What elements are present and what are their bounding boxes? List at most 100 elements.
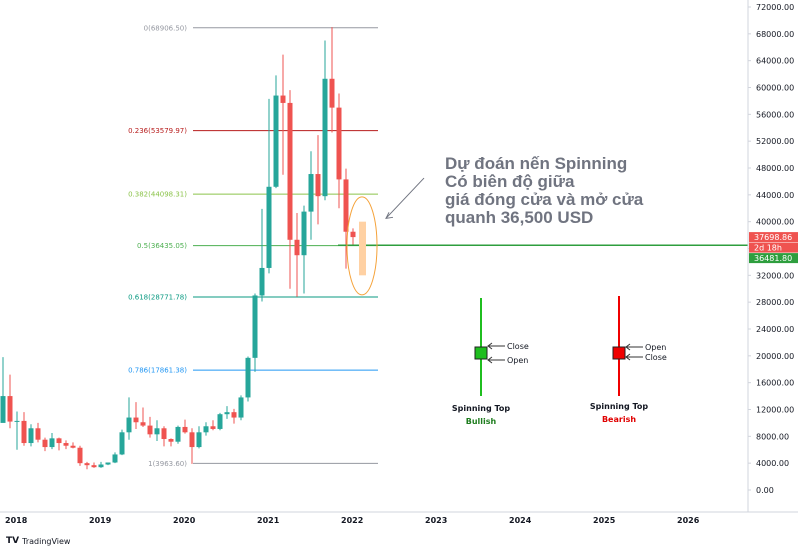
price-axis[interactable]: 72000.00 68000.00 64000.00 60000.00 56000.00…	[747, 0, 798, 512]
candle-body[interactable]	[112, 454, 118, 463]
price-tick-label: 28000.00	[756, 298, 794, 307]
candle-body[interactable]	[77, 447, 83, 464]
annotation-line-2: Có biên độ giữa	[445, 172, 575, 191]
candle-body[interactable]	[70, 445, 76, 448]
legend-pointer-head	[487, 356, 493, 364]
candle-body[interactable]	[287, 102, 293, 240]
candle-body[interactable]	[91, 465, 97, 468]
candle-body[interactable]	[294, 239, 300, 256]
candle-body[interactable]	[168, 439, 174, 442]
legend-pointer-head	[487, 342, 493, 350]
candle-body[interactable]	[301, 211, 307, 256]
candle-body[interactable]	[98, 464, 104, 468]
candle-body[interactable]	[175, 426, 181, 442]
candle-body[interactable]	[238, 397, 244, 418]
legend-candle-body	[474, 346, 488, 360]
fibonacci-levels[interactable]: 0(68906.50) 0.236(53579.97) 0.382(44098.31…	[128, 24, 378, 468]
tradingview-brand[interactable]: TV TradingView	[6, 536, 70, 546]
fib-level-label: 0.5(36435.05)	[137, 242, 187, 250]
candle-body[interactable]	[126, 417, 132, 433]
candle-body[interactable]	[42, 439, 48, 448]
candlesticks[interactable]	[0, 27, 356, 470]
candle-body[interactable]	[280, 95, 286, 103]
prediction-annotation: Dự đoán nến Spinning Có biên độ giữa giá…	[445, 154, 644, 227]
candle-body[interactable]	[329, 78, 335, 108]
legend-pointer-label: Open	[507, 356, 528, 365]
candle-body[interactable]	[252, 295, 258, 358]
legend-subtitle: Bearish	[602, 415, 636, 424]
candle-body[interactable]	[21, 420, 27, 444]
candle-body[interactable]	[308, 174, 314, 212]
legend-pointer-head	[625, 343, 631, 351]
candle-body[interactable]	[259, 267, 265, 296]
time-tick-label: 2023	[425, 516, 447, 525]
fib-level-label: 0.382(44098.31)	[128, 191, 187, 199]
candle-body[interactable]	[196, 432, 202, 448]
fib-level-label: 0(68906.50)	[144, 24, 188, 32]
price-tick-label: 32000.00	[756, 271, 794, 280]
candle-body[interactable]	[147, 425, 153, 435]
candle-body[interactable]	[49, 438, 55, 448]
candle-body[interactable]	[322, 78, 328, 197]
candle-body[interactable]	[84, 463, 90, 466]
candle-body[interactable]	[35, 428, 41, 440]
candle-body[interactable]	[56, 438, 62, 444]
time-tick-label: 2025	[593, 516, 616, 525]
legend-title: Spinning Top	[452, 404, 510, 413]
candle-body[interactable]	[28, 428, 34, 444]
candle-body[interactable]	[133, 417, 139, 423]
candle-body[interactable]	[182, 426, 188, 433]
price-tick-label: 60000.00	[756, 84, 794, 93]
legend-pointer-head	[625, 353, 631, 361]
candle-body[interactable]	[7, 396, 13, 422]
candle-body[interactable]	[119, 432, 125, 455]
time-tick-label: 2024	[509, 516, 532, 525]
candle-body[interactable]	[343, 179, 349, 232]
candle-body[interactable]	[266, 186, 272, 268]
price-tick-label: 12000.00	[756, 406, 794, 415]
candle-body[interactable]	[189, 432, 195, 448]
price-tag-label: 37698.86	[754, 233, 792, 242]
candle-body[interactable]	[140, 422, 146, 426]
candle-body[interactable]	[161, 428, 167, 440]
time-tick-label: 2022	[341, 516, 363, 525]
price-tick-label: 72000.00	[756, 3, 794, 12]
price-tag[interactable]	[749, 253, 798, 264]
time-tick-label: 2019	[89, 516, 112, 525]
prediction-overlay	[338, 177, 748, 296]
candle-body[interactable]	[336, 107, 342, 180]
annotation-arrow-head	[385, 212, 394, 219]
fib-level-label: 0.236(53579.97)	[128, 127, 187, 135]
candle-body[interactable]	[224, 412, 230, 415]
candle-body[interactable]	[14, 420, 20, 422]
legend-candle-body	[612, 346, 626, 360]
legend-pointer-label: Close	[645, 353, 667, 362]
candle-body[interactable]	[315, 174, 321, 197]
candle-body[interactable]	[105, 462, 111, 465]
candle-body[interactable]	[154, 428, 160, 435]
time-tick-label: 2018	[5, 516, 28, 525]
candle-body[interactable]	[210, 426, 216, 429]
fib-level-label: 1(3963.60)	[148, 460, 187, 468]
time-axis[interactable]: 2018 2019 2020 2021 2022 2023 2024 2025 2026	[0, 511, 798, 525]
price-tick-label: 40000.00	[756, 218, 794, 227]
candle-body[interactable]	[273, 95, 279, 187]
price-tag[interactable]	[749, 232, 798, 243]
time-tick-label: 2021	[257, 516, 280, 525]
time-tick-label: 2020	[173, 516, 196, 525]
candle-body[interactable]	[231, 412, 237, 418]
price-tick-label: 56000.00	[756, 110, 794, 119]
candle-body[interactable]	[63, 443, 69, 446]
candle-body[interactable]	[245, 357, 251, 398]
price-tag[interactable]	[749, 242, 798, 253]
candle-body[interactable]	[217, 414, 223, 429]
tradingview-logo-icon: TV	[6, 536, 20, 546]
price-tick-label: 24000.00	[756, 325, 794, 334]
candle-body[interactable]	[350, 231, 356, 238]
candle-body[interactable]	[0, 396, 6, 423]
fib-level-label: 0.618(28771.78)	[128, 293, 187, 301]
predicted-candle	[359, 221, 366, 276]
candle-body[interactable]	[203, 426, 209, 433]
